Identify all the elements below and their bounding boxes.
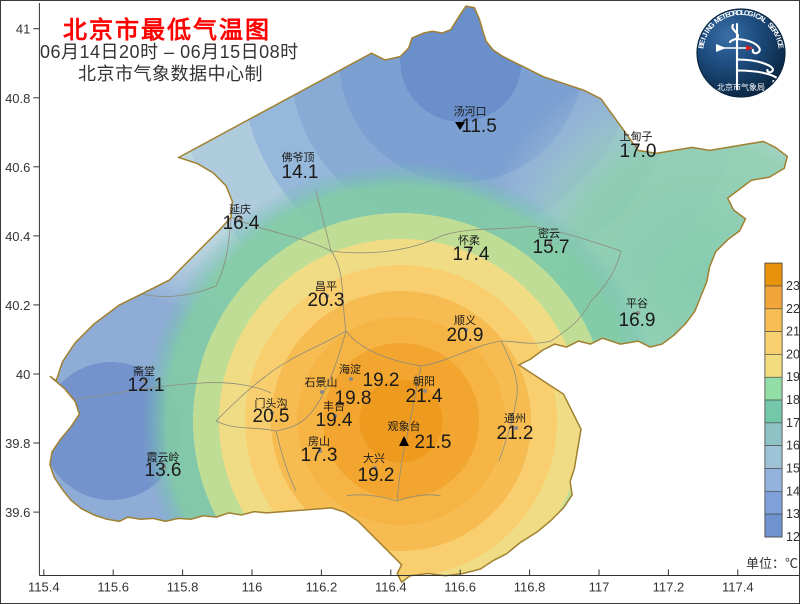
svg-text:17.4: 17.4 bbox=[453, 244, 490, 265]
svg-text:20.3: 20.3 bbox=[308, 290, 345, 311]
svg-text:海淀: 海淀 bbox=[339, 362, 361, 376]
svg-text:116.2: 116.2 bbox=[306, 580, 338, 595]
svg-text:117.2: 117.2 bbox=[653, 580, 685, 595]
svg-text:16.9: 16.9 bbox=[619, 310, 656, 331]
svg-text:115.8: 115.8 bbox=[167, 580, 199, 595]
svg-text:19.2: 19.2 bbox=[358, 465, 395, 486]
svg-text:12: 12 bbox=[786, 530, 800, 544]
svg-text:40: 40 bbox=[16, 367, 30, 382]
svg-text:12.1: 12.1 bbox=[128, 375, 165, 396]
svg-text:单位：℃: 单位：℃ bbox=[746, 556, 798, 571]
svg-text:40.2: 40.2 bbox=[5, 298, 30, 313]
svg-text:13: 13 bbox=[786, 507, 800, 521]
svg-text:13.6: 13.6 bbox=[145, 460, 182, 481]
svg-text:17.3: 17.3 bbox=[301, 445, 338, 466]
svg-text:116.4: 116.4 bbox=[375, 580, 407, 595]
svg-text:20.9: 20.9 bbox=[447, 325, 484, 346]
svg-text:40.6: 40.6 bbox=[5, 160, 30, 175]
svg-text:20: 20 bbox=[786, 347, 800, 361]
svg-text:18: 18 bbox=[786, 393, 800, 407]
svg-text:14: 14 bbox=[786, 484, 800, 498]
svg-text:116: 116 bbox=[242, 580, 263, 595]
svg-text:平谷: 平谷 bbox=[626, 297, 648, 310]
svg-text:39.6: 39.6 bbox=[5, 505, 30, 520]
svg-text:19.2: 19.2 bbox=[363, 370, 400, 391]
svg-text:17: 17 bbox=[786, 416, 800, 430]
svg-text:22: 22 bbox=[786, 302, 800, 316]
svg-text:117: 117 bbox=[589, 580, 610, 595]
svg-text:115.6: 115.6 bbox=[97, 580, 129, 595]
svg-text:40.8: 40.8 bbox=[5, 91, 30, 106]
svg-text:19: 19 bbox=[786, 370, 800, 384]
svg-text:21: 21 bbox=[786, 325, 800, 339]
svg-text:117.4: 117.4 bbox=[722, 580, 754, 595]
svg-text:16: 16 bbox=[786, 439, 800, 453]
svg-text:11.5: 11.5 bbox=[461, 116, 497, 137]
svg-text:19.4: 19.4 bbox=[316, 410, 353, 431]
svg-text:21.2: 21.2 bbox=[497, 423, 534, 444]
svg-text:21.4: 21.4 bbox=[406, 386, 443, 407]
svg-text:石景山: 石景山 bbox=[305, 376, 338, 389]
svg-text:23: 23 bbox=[786, 279, 800, 293]
svg-text:14.1: 14.1 bbox=[282, 162, 319, 183]
svg-text:116.6: 116.6 bbox=[444, 580, 476, 595]
svg-text:115.4: 115.4 bbox=[28, 580, 60, 595]
svg-text:17.0: 17.0 bbox=[620, 141, 657, 162]
svg-text:15: 15 bbox=[786, 461, 800, 475]
svg-text:40.4: 40.4 bbox=[5, 229, 30, 244]
svg-text:15.7: 15.7 bbox=[533, 237, 570, 258]
svg-text:16.4: 16.4 bbox=[223, 213, 260, 234]
svg-text:41: 41 bbox=[16, 22, 30, 37]
svg-text:21.5: 21.5 bbox=[415, 432, 452, 453]
svg-text:观象台: 观象台 bbox=[388, 419, 421, 433]
svg-text:116.8: 116.8 bbox=[514, 580, 546, 595]
svg-text:大兴: 大兴 bbox=[363, 451, 385, 465]
svg-text:20.5: 20.5 bbox=[253, 406, 290, 427]
svg-text:39.8: 39.8 bbox=[5, 436, 30, 451]
svg-text:北京市气象局: 北京市气象局 bbox=[717, 82, 765, 92]
